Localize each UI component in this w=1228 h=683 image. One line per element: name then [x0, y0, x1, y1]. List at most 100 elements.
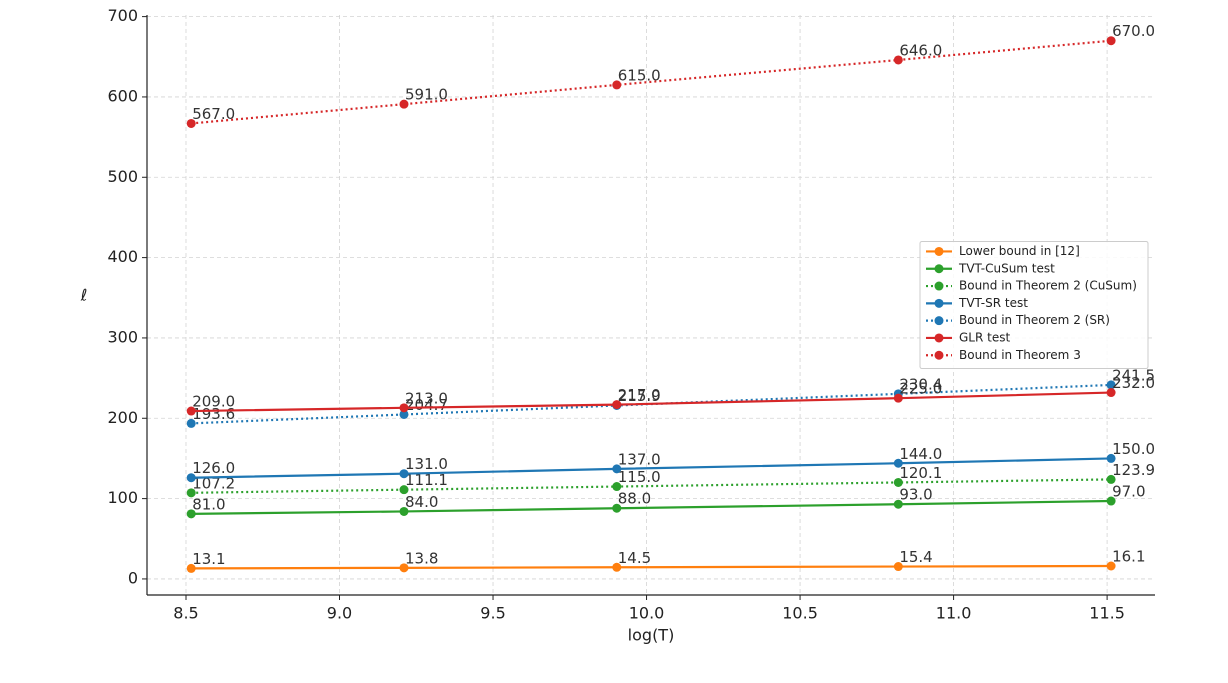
legend: Lower bound in [12] TVT-CuSum test Bound i…: [919, 240, 1149, 370]
value-label: 137.0: [618, 450, 661, 468]
marker: [186, 509, 196, 519]
series-line: [191, 39, 1112, 125]
value-label: 591.0: [405, 86, 448, 104]
legend-label: Bound in Theorem 3: [959, 348, 1081, 362]
marker: [186, 488, 196, 498]
legend-label: Bound in Theorem 2 (SR): [959, 313, 1110, 327]
legend-label: TVT-CuSum test: [958, 261, 1055, 275]
legend-marker: [934, 298, 944, 308]
value-label: 225.0: [899, 380, 942, 398]
marker: [612, 482, 622, 492]
marker: [399, 469, 409, 479]
value-label: 232.0: [1112, 374, 1155, 392]
marker: [186, 563, 196, 573]
value-label: 213.0: [405, 389, 448, 407]
marker: [612, 464, 622, 474]
value-label: 13.1: [192, 550, 225, 568]
legend-marker: [934, 350, 944, 360]
x-tick-label: 11.5: [1089, 604, 1125, 623]
marker: [1106, 380, 1116, 390]
legend-label: GLR test: [959, 330, 1010, 344]
marker: [1106, 36, 1116, 46]
marker: [399, 409, 409, 419]
value-label: 230.4: [899, 375, 942, 393]
value-label: 115.0: [618, 468, 661, 486]
legend-label: Bound in Theorem 2 (CuSum): [959, 279, 1137, 293]
marker: [612, 562, 622, 572]
legend-marker: [934, 333, 944, 343]
marker: [893, 393, 903, 403]
x-tick-label: 11.0: [936, 604, 972, 623]
marker: [399, 403, 409, 413]
value-label: 123.9: [1112, 461, 1155, 479]
x-tick-label: 10.5: [782, 604, 818, 623]
marker: [1106, 474, 1116, 484]
y-tick-label: 200: [107, 408, 138, 427]
value-label: 84.0: [405, 493, 438, 511]
marker: [612, 80, 622, 90]
value-label: 13.8: [405, 549, 438, 567]
value-label: 14.5: [618, 549, 651, 567]
x-axis-label: log(T): [628, 626, 675, 645]
value-label: 241.5: [1112, 366, 1155, 384]
value-label: 126.0: [192, 459, 235, 477]
marker: [893, 458, 903, 468]
legend-marker: [934, 246, 944, 256]
marker: [1106, 561, 1116, 571]
marker: [893, 562, 903, 572]
legend-label: TVT-SR test: [958, 296, 1028, 310]
x-tick-label: 9.0: [327, 604, 352, 623]
value-label: 15.4: [899, 548, 932, 566]
value-label: 193.6: [192, 405, 235, 423]
marker: [893, 499, 903, 509]
x-tick-label: 9.5: [480, 604, 505, 623]
legend-marker: [934, 281, 944, 291]
marker: [186, 473, 196, 483]
value-label: 120.1: [899, 464, 942, 482]
value-label: 215.9: [618, 387, 661, 405]
marker: [612, 400, 622, 410]
y-tick-label: 100: [107, 488, 138, 507]
value-label: 88.0: [618, 490, 651, 508]
marker: [186, 406, 196, 416]
value-label: 111.1: [405, 471, 448, 489]
value-label: 204.7: [405, 396, 448, 414]
marker: [186, 118, 196, 128]
value-label: 107.2: [192, 474, 235, 492]
legend-box: [919, 240, 1149, 370]
value-label: 97.0: [1112, 483, 1145, 501]
value-label: 646.0: [899, 41, 942, 59]
y-tick-label: 700: [107, 6, 138, 25]
y-tick-label: 300: [107, 327, 138, 346]
marker: [399, 99, 409, 109]
y-tick-label: 500: [107, 167, 138, 186]
marker: [399, 563, 409, 573]
value-label: 131.0: [405, 455, 448, 473]
value-label: 144.0: [899, 445, 942, 463]
marker: [399, 485, 409, 495]
x-tick-label: 10.0: [629, 604, 665, 623]
legend-marker: [934, 264, 944, 274]
value-label: 217.0: [618, 386, 661, 404]
y-tick-label: 600: [107, 86, 138, 105]
marker: [612, 503, 622, 513]
y-tick-label: 400: [107, 247, 138, 266]
marker: [893, 55, 903, 65]
value-label: 670.0: [1112, 22, 1155, 40]
value-label: 615.0: [618, 66, 661, 84]
y-tick-label: 0: [128, 568, 138, 587]
marker: [1106, 388, 1116, 398]
x-tick-label: 8.5: [173, 604, 198, 623]
marker: [1106, 453, 1116, 463]
y-axis-label: ℓ: [80, 286, 88, 305]
marker: [399, 506, 409, 516]
marker: [1106, 496, 1116, 506]
value-label: 209.0: [192, 393, 235, 411]
value-label: 81.0: [192, 495, 225, 513]
legend-label: Lower bound in [12]: [959, 244, 1080, 258]
marker: [186, 418, 196, 428]
marker: [893, 477, 903, 487]
value-label: 150.0: [1112, 440, 1155, 458]
value-label: 16.1: [1112, 548, 1145, 566]
